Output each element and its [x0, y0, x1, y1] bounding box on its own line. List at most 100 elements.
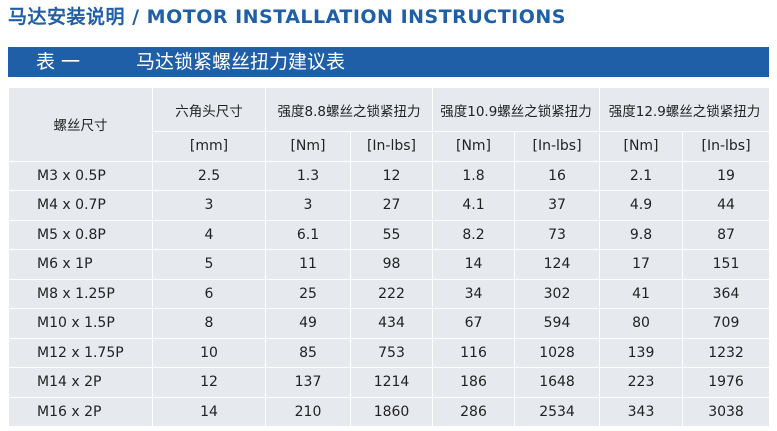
header-cell: 螺丝尺寸	[8, 87, 153, 162]
cell: 3	[152, 190, 266, 221]
cell: 6	[152, 278, 266, 309]
banner: 表 一 马达锁紧螺丝扭力建议表	[8, 47, 769, 77]
header-cell: 强度10.9螺丝之锁紧扭力	[432, 87, 601, 132]
cell: 19	[682, 160, 771, 191]
cell: 3038	[682, 396, 771, 427]
cell: 87	[682, 219, 771, 250]
cell: 8	[152, 308, 266, 339]
cell: 8.2	[432, 219, 516, 250]
cell: 44	[682, 190, 771, 221]
header-cell: 六角头尺寸	[152, 87, 266, 132]
cell: 16	[514, 160, 601, 191]
cell: M4 x 0.7P	[8, 190, 153, 221]
banner-title: 马达锁紧螺丝扭力建议表	[136, 51, 346, 73]
cell: 49	[265, 308, 351, 339]
cell: 139	[599, 337, 684, 368]
cell: 73	[514, 219, 601, 250]
unit-cell: [In-lbs]	[514, 131, 601, 162]
cell: 9.8	[599, 219, 684, 250]
cell: 1.3	[265, 160, 351, 191]
cell: 12	[152, 367, 266, 398]
cell: 137	[265, 367, 351, 398]
cell: 17	[599, 249, 684, 280]
cell: 12	[349, 160, 434, 191]
cell: 1976	[682, 367, 771, 398]
header-cell: 强度8.8螺丝之锁紧扭力	[264, 87, 434, 132]
cell: 1028	[514, 337, 601, 368]
cell: M12 x 1.75P	[8, 337, 153, 368]
cell: 1860	[349, 396, 434, 427]
cell: M3 x 0.5P	[8, 160, 153, 191]
data-row: M16 x 2P 14 210 1860 286 2534 343 3038	[8, 396, 771, 427]
data-row: M14 x 2P 12 137 1214 186 1648 223 1976	[8, 367, 771, 398]
cell: 223	[599, 367, 684, 398]
cell: 594	[514, 308, 601, 339]
data-row: M4 x 0.7P 3 3 27 4.1 37 4.9 44	[8, 190, 771, 221]
cell: 98	[349, 249, 434, 280]
cell: 10	[152, 337, 266, 368]
data-row: M12 x 1.75P 10 85 753 116 1028 139 1232	[8, 337, 771, 368]
cell: 41	[599, 278, 684, 309]
cell: 85	[265, 337, 351, 368]
cell: 37	[514, 190, 601, 221]
cell: 210	[265, 396, 351, 427]
unit-cell: [mm]	[152, 131, 266, 162]
cell: 27	[349, 190, 434, 221]
cell: 11	[265, 249, 351, 280]
cell: M14 x 2P	[8, 367, 153, 398]
cell: 34	[432, 278, 516, 309]
unit-cell: [Nm]	[265, 131, 351, 162]
cell: 6.1	[265, 219, 351, 250]
cell: 434	[349, 308, 434, 339]
cell: 151	[682, 249, 771, 280]
cell: M16 x 2P	[8, 396, 153, 427]
banner-label: 表 一	[36, 51, 81, 73]
cell: 222	[349, 278, 434, 309]
cell: 4	[152, 219, 266, 250]
cell: M10 x 1.5P	[8, 308, 153, 339]
cell: 14	[152, 396, 266, 427]
cell: 5	[152, 249, 266, 280]
unit-cell: [In-lbs]	[682, 131, 771, 162]
cell: 1.8	[432, 160, 516, 191]
cell: 3	[265, 190, 351, 221]
cell: 286	[432, 396, 516, 427]
cell: 14	[432, 249, 516, 280]
cell: 186	[432, 367, 516, 398]
cell: 364	[682, 278, 771, 309]
cell: 1232	[682, 337, 771, 368]
cell: 709	[682, 308, 771, 339]
cell: 4.1	[432, 190, 516, 221]
header-row: 螺丝尺寸 六角头尺寸 强度8.8螺丝之锁紧扭力 强度10.9螺丝之锁紧扭力 强度12.9…	[8, 87, 771, 162]
cell: M8 x 1.25P	[8, 278, 153, 309]
data-row: M5 x 0.8P 4 6.1 55 8.2 73 9.8 87	[8, 219, 771, 250]
cell: 116	[432, 337, 516, 368]
data-row: M10 x 1.5P 8 49 434 67 594 80 709	[8, 308, 771, 339]
unit-row: [mm] [Nm] [In-lbs] [Nm] [In-lbs] [Nm] [In-lbs]	[9, 131, 771, 162]
unit-cell: [In-lbs]	[349, 131, 434, 162]
cell: 302	[514, 278, 601, 309]
cell: M6 x 1P	[8, 249, 153, 280]
page-title: 马达安装说明 / MOTOR INSTALLATION INSTRUCTIONS	[8, 6, 566, 28]
cell: 124	[514, 249, 601, 280]
cell: 2.1	[599, 160, 684, 191]
cell: 1214	[349, 367, 434, 398]
cell: 4.9	[599, 190, 684, 221]
header-cell: 强度12.9螺丝之锁紧扭力	[599, 87, 771, 132]
cell: 80	[599, 308, 684, 339]
unit-cell: [Nm]	[599, 131, 684, 162]
data-row: M6 x 1P 5 11 98 14 124 17 151	[8, 249, 771, 280]
cell: 2534	[514, 396, 601, 427]
data-row: M3 x 0.5P 2.5 1.3 12 1.8 16 2.1 19	[8, 160, 771, 191]
unit-cell: [Nm]	[432, 131, 516, 162]
cell: 55	[349, 219, 434, 250]
cell: 2.5	[152, 160, 266, 191]
cell: 753	[349, 337, 434, 368]
torque-table: 螺丝尺寸 六角头尺寸 强度8.8螺丝之锁紧扭力 强度10.9螺丝之锁紧扭力 强度12.9…	[8, 87, 771, 427]
cell: 67	[432, 308, 516, 339]
cell: 25	[265, 278, 351, 309]
cell: 343	[599, 396, 684, 427]
data-row: M8 x 1.25P 6 25 222 34 302 41 364	[8, 278, 771, 309]
cell: 1648	[514, 367, 601, 398]
